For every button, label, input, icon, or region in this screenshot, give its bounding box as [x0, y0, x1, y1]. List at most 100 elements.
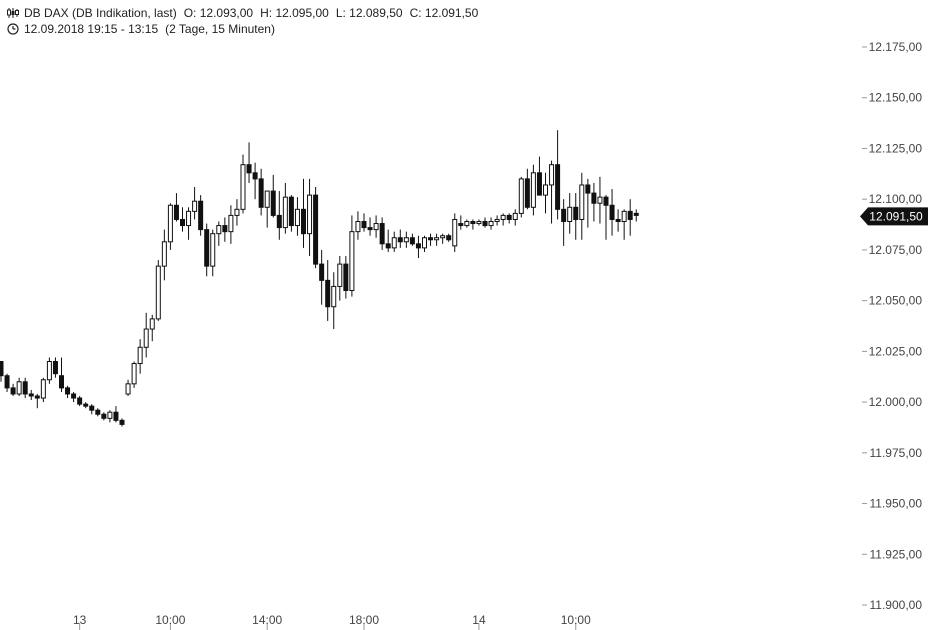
candle	[536, 156, 542, 196]
candle-body-up	[46, 361, 52, 381]
y-tick-label: 12.050,00	[869, 294, 923, 308]
candle	[343, 255, 349, 299]
candle-body-up	[422, 237, 427, 249]
y-tick-label: 12.075,00	[869, 243, 923, 257]
candle-body-up	[464, 221, 470, 227]
candle	[137, 339, 143, 374]
candle-body-down	[379, 223, 385, 245]
instrument-name: DB DAX (DB Indikation, last)	[24, 6, 177, 20]
candle	[59, 357, 64, 392]
chart-header: DB DAX (DB Indikation, last) O: 12.093,0…	[6, 5, 478, 37]
candle-body-down	[573, 206, 579, 220]
y-tick-label: 11.900,00	[870, 598, 923, 612]
candle	[216, 221, 222, 246]
candle-body-down	[28, 393, 34, 397]
candle-body-up	[452, 218, 458, 247]
candle-body-up	[264, 190, 270, 208]
candle-body-down	[561, 208, 567, 223]
candle	[561, 199, 567, 246]
candle	[131, 361, 137, 388]
candle	[119, 418, 125, 427]
candle	[155, 260, 161, 321]
candle	[246, 142, 252, 183]
candle	[373, 215, 379, 238]
candle	[403, 231, 409, 248]
candle	[512, 209, 518, 226]
candle	[621, 209, 627, 240]
candle-body-down	[409, 237, 415, 245]
candle-body-down	[258, 178, 264, 208]
candle	[180, 207, 185, 232]
candle-body-up	[137, 346, 143, 365]
candle	[464, 219, 470, 228]
candle	[422, 235, 427, 252]
candle-body-up	[240, 164, 246, 210]
candle-body-down	[276, 214, 282, 229]
candle	[549, 160, 555, 224]
open-value: O: 12.093,00	[183, 6, 254, 20]
candle	[476, 219, 482, 226]
y-tick-label: 11.950,00	[870, 497, 923, 511]
last-price-marker: 12.091,50	[860, 207, 928, 226]
candle-body-up	[494, 218, 500, 223]
candle-body-down	[446, 235, 452, 241]
candle	[307, 178, 313, 256]
candle	[167, 203, 173, 250]
candle-body-down	[458, 223, 464, 227]
candle-body-down	[585, 184, 591, 194]
x-axis: 13 10:00 14:00 18:00 14 10:00	[73, 613, 591, 630]
candle	[258, 168, 264, 216]
candle	[440, 233, 446, 244]
candle	[452, 213, 458, 252]
candle	[603, 195, 609, 240]
candle	[294, 197, 300, 236]
candle	[22, 377, 28, 399]
candle	[186, 207, 192, 240]
candle-body-down	[119, 419, 125, 425]
candle-body-up	[543, 184, 548, 196]
candle-body-up	[373, 223, 379, 231]
candle	[337, 255, 343, 301]
candle-body-up	[210, 233, 216, 267]
candle-body-up	[216, 225, 222, 235]
candle	[40, 377, 46, 403]
candle	[391, 231, 397, 252]
candle	[143, 312, 149, 358]
candle	[101, 412, 107, 421]
candle	[609, 189, 615, 236]
candle	[83, 402, 89, 409]
candle-body-up	[597, 196, 603, 204]
y-tick-label: 11.925,00	[870, 547, 923, 561]
candle	[573, 193, 579, 240]
candle-body-down	[313, 194, 319, 265]
candle	[543, 172, 548, 214]
candle-body-down	[71, 393, 77, 399]
candle-body-up	[349, 231, 355, 291]
candle-body-up	[391, 237, 397, 249]
candle	[530, 164, 536, 216]
candle-body-down	[173, 204, 179, 220]
y-tick-label: 12.100,00	[869, 192, 923, 206]
candle	[28, 389, 34, 401]
candle-body-down	[301, 208, 306, 235]
low-value: L: 12.089,50	[335, 6, 403, 20]
candle	[597, 176, 603, 224]
candle-body-down	[180, 218, 185, 227]
close-value: C: 12.091,50	[409, 6, 479, 20]
x-tick-label: 10:00	[561, 613, 591, 627]
candle-body-down	[591, 192, 597, 204]
candle-body-down	[325, 279, 331, 308]
candle	[0, 361, 4, 382]
candle	[288, 195, 294, 232]
candle-body-down	[470, 221, 476, 225]
x-tick-label: 18:00	[349, 613, 379, 627]
candle	[65, 385, 71, 399]
candle	[228, 205, 234, 244]
candle-body-up	[294, 208, 300, 227]
candle-body-down	[609, 204, 615, 220]
candle-body-down	[397, 237, 403, 243]
candle	[428, 233, 434, 246]
date-range: 12.09.2018 19:15 - 13:15	[24, 22, 159, 36]
last-price-tag	[860, 207, 928, 226]
